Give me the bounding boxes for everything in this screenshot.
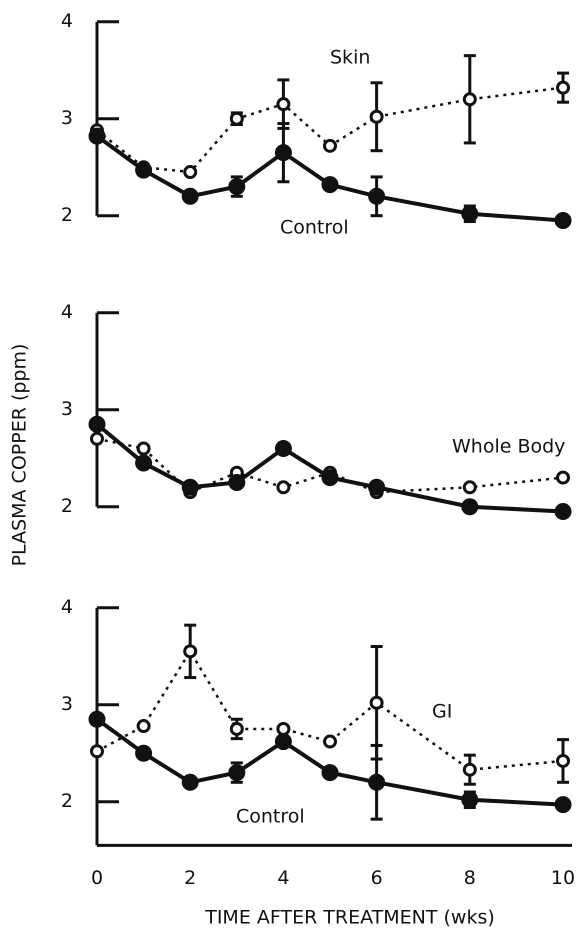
point [135,454,153,472]
point [181,187,199,205]
point [274,440,292,457]
point [554,503,572,521]
x-tick-label: 8 [464,867,476,889]
point [183,644,198,659]
point [321,176,339,194]
point [135,744,153,762]
point [461,498,479,516]
point [554,796,572,814]
point [462,762,477,777]
point [368,773,386,791]
point [556,80,571,95]
point [181,773,199,791]
point [321,469,339,487]
y-tick-label: 2 [61,204,73,226]
y-tick-label: 4 [61,10,73,32]
point [323,734,338,749]
series-label: Whole Body [452,436,565,458]
point [228,178,246,196]
point [554,212,572,230]
y-tick-label: 3 [61,398,73,420]
point [88,415,106,433]
point [136,441,151,456]
point [556,753,571,768]
point [88,710,106,728]
y-tick-label: 3 [61,107,73,129]
series-label: Control [280,217,349,239]
solid-line [95,717,564,807]
point [462,480,477,495]
y-tick-label: 4 [61,596,73,618]
y-tick-label: 2 [61,790,73,812]
dotted-line [96,86,564,174]
y-tick-label: 2 [61,495,73,517]
y-tick-label: 4 [61,301,73,323]
point [90,431,104,446]
x-tick-label: 10 [551,867,575,889]
point [181,478,199,496]
series-label: Control [236,806,305,828]
x-tick-label: 4 [277,867,289,889]
point [461,205,479,223]
point [135,161,153,179]
point [229,111,244,126]
point [228,473,246,491]
y-tick-label: 3 [61,693,73,715]
point [461,791,479,809]
point [276,97,291,112]
point [368,187,386,205]
point [276,480,291,495]
x-axis-label: TIME AFTER TREATMENT (wks) [204,907,495,929]
point [229,721,244,736]
point [321,764,339,782]
point [369,109,384,124]
dotted-line [96,648,564,771]
point [88,127,106,145]
series-label: Skin [330,47,370,69]
series-label: GI [432,701,452,723]
x-tick-label: 2 [184,867,196,889]
point [274,733,292,751]
point [369,695,384,710]
point [90,744,104,759]
point [228,764,246,782]
x-tick-label: 6 [371,867,383,889]
point [556,470,571,485]
point [276,721,291,736]
point [136,719,151,734]
y-axis-label: PLASMA COPPER (ppm) [9,344,31,567]
point [183,165,198,180]
point [462,92,477,107]
point [274,144,292,162]
point [368,478,386,496]
x-tick-label: 0 [91,867,103,889]
point [323,138,338,153]
